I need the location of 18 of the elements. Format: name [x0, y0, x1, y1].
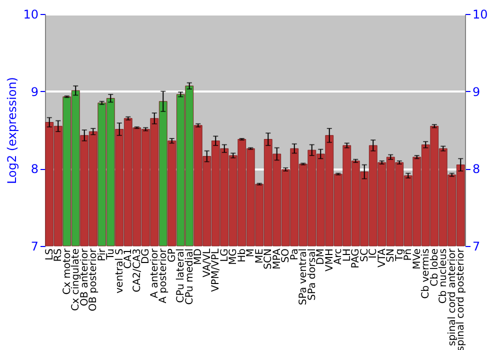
x-tick-label: DG	[140, 248, 152, 264]
y-tick-label: 10	[23, 8, 38, 22]
x-tick-label: Tg	[394, 248, 406, 262]
x-tick-label: MVe	[412, 248, 423, 270]
y-tick-label: 7	[30, 240, 38, 254]
x-tick-label: A posterior	[158, 248, 170, 304]
y2-tick-label: 10	[472, 8, 488, 22]
y-axis-title: Log2 (expression)	[5, 77, 20, 184]
x-tick-label: Pa	[289, 248, 300, 260]
x-tick-label: GP	[166, 248, 178, 262]
y-tick-label: 8	[30, 162, 38, 176]
y2-tick-label: 7	[472, 240, 480, 254]
y2-tick-label: 9	[472, 84, 480, 99]
x-tick-label: Cb lobe	[429, 248, 440, 286]
y2-tick-label: 8	[472, 162, 480, 176]
x-tick-label: OB posterior	[88, 248, 100, 312]
x-tick-label: RS	[53, 248, 64, 262]
y-tick-label: 9	[30, 84, 38, 99]
